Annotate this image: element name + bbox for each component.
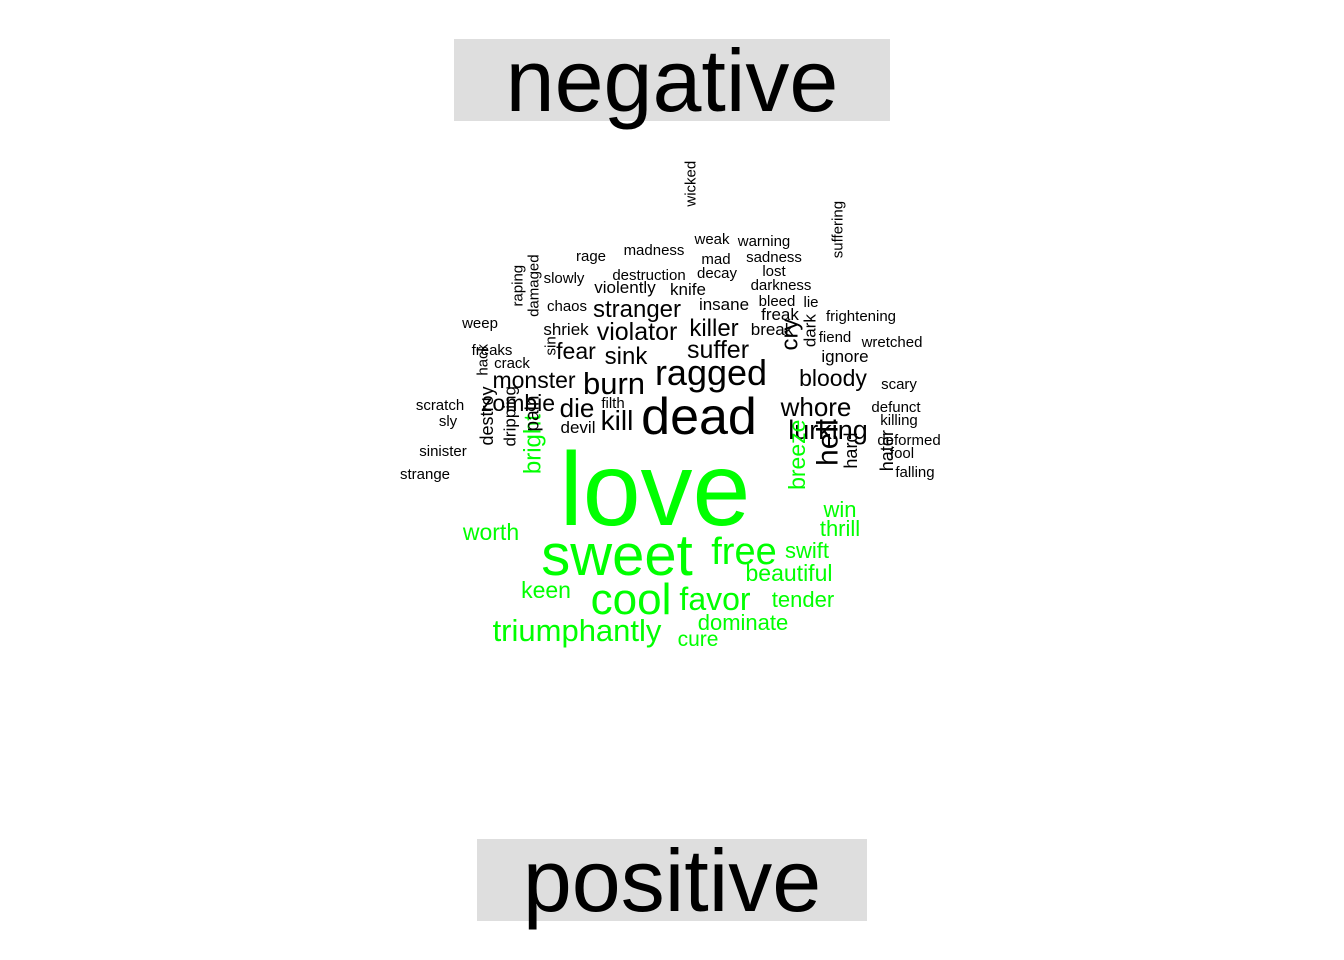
- word-sly: sly: [439, 413, 458, 430]
- word-ignore: ignore: [821, 347, 868, 366]
- word-dark: dark: [801, 314, 820, 348]
- word-fool: fool: [890, 445, 914, 462]
- word-filth: filth: [601, 395, 624, 412]
- word-devil: devil: [561, 418, 596, 437]
- word-free: free: [711, 531, 776, 573]
- word-ragged: ragged: [655, 352, 767, 393]
- word-falling: falling: [895, 464, 934, 481]
- word-weak: weak: [693, 231, 730, 248]
- word-slowly: slowly: [544, 270, 585, 287]
- word-fiend: fiend: [819, 329, 852, 346]
- word-break: break: [751, 320, 794, 339]
- word-darkness: darkness: [751, 277, 812, 294]
- positive-group-label: positive: [522, 831, 822, 930]
- word-keen: keen: [521, 577, 571, 603]
- word-favor: favor: [679, 581, 750, 617]
- word-madness: madness: [624, 242, 685, 259]
- word-suffering: suffering: [830, 201, 847, 258]
- word-zombie: zombie: [481, 390, 555, 416]
- word-scary: scary: [881, 376, 917, 393]
- word-crack: crack: [494, 355, 530, 372]
- word-strange: strange: [400, 466, 450, 483]
- word-wicked: wicked: [683, 161, 700, 208]
- word-destruction: destruction: [612, 267, 685, 284]
- word-knife: knife: [670, 280, 706, 299]
- word-monster: monster: [492, 367, 575, 393]
- word-worth: worth: [462, 519, 519, 545]
- word-wretched: wretched: [861, 334, 923, 351]
- word-thrill: thrill: [820, 516, 860, 541]
- word-chaos: chaos: [547, 298, 587, 315]
- word-swift: swift: [785, 538, 829, 563]
- word-sinister: sinister: [419, 443, 467, 460]
- word-sadness: sadness: [746, 249, 802, 266]
- word-sweet: sweet: [541, 523, 693, 588]
- word-cry: cry: [777, 319, 804, 351]
- negative-group-label: negative: [505, 31, 839, 130]
- word-cure: cure: [678, 628, 719, 651]
- word-shriek: shriek: [543, 320, 589, 339]
- word-freaks: freaks: [472, 342, 513, 359]
- word-lie: lie: [803, 294, 818, 311]
- positive-label-box: positive: [477, 831, 867, 930]
- word-win: win: [822, 497, 856, 522]
- word-killer: killer: [689, 315, 738, 342]
- word-decay: decay: [697, 265, 738, 282]
- word-frightening: frightening: [826, 308, 896, 325]
- word-hack: hack: [475, 343, 492, 375]
- word-dead: dead: [641, 388, 757, 446]
- word-beautiful: beautiful: [746, 560, 833, 586]
- word-tender: tender: [772, 587, 834, 612]
- word-die: die: [560, 393, 595, 423]
- word-breeze: breeze: [784, 420, 810, 490]
- word-cool: cool: [591, 575, 672, 624]
- word-insane: insane: [699, 295, 749, 314]
- word-killing: killing: [880, 412, 918, 429]
- word-deformed: deformed: [877, 432, 940, 449]
- word-raping: raping: [510, 265, 527, 307]
- word-weep: weep: [461, 315, 498, 332]
- word-freak: freak: [761, 305, 799, 324]
- word-triumphantly: triumphantly: [493, 613, 662, 648]
- word-hard: hard: [841, 433, 861, 469]
- word-bleed: bleed: [759, 293, 796, 310]
- word-hater: hater: [877, 430, 897, 471]
- word-pain: pain: [523, 396, 544, 432]
- word-scratch: scratch: [416, 397, 464, 414]
- word-bloody: bloody: [799, 365, 867, 391]
- word-hell: hell: [812, 419, 845, 466]
- word-violator: violator: [597, 318, 678, 346]
- word-dripping: dripping: [501, 386, 520, 447]
- word-bright: bright: [520, 414, 547, 474]
- word-sink: sink: [605, 343, 649, 370]
- word-kill: kill: [601, 405, 634, 436]
- word-dominate: dominate: [698, 610, 789, 635]
- word-violently: violently: [594, 278, 656, 297]
- word-rage: rage: [576, 248, 606, 265]
- word-fear: fear: [556, 338, 596, 364]
- word-stranger: stranger: [593, 296, 681, 323]
- word-sin: sin: [543, 336, 560, 355]
- word-defunct: defunct: [871, 399, 921, 416]
- word-whore: whore: [780, 392, 852, 422]
- word-warning: warning: [737, 233, 791, 250]
- word-mad: mad: [701, 251, 730, 268]
- word-love: love: [560, 432, 751, 548]
- word-suffer: suffer: [687, 336, 749, 364]
- negative-label-box: negative: [454, 31, 890, 130]
- word-lurking: lurking: [788, 415, 868, 445]
- word-damaged: damaged: [526, 254, 543, 317]
- word-lost: lost: [762, 263, 786, 280]
- word-destroy: destroy: [477, 386, 497, 445]
- word-burn: burn: [583, 366, 645, 401]
